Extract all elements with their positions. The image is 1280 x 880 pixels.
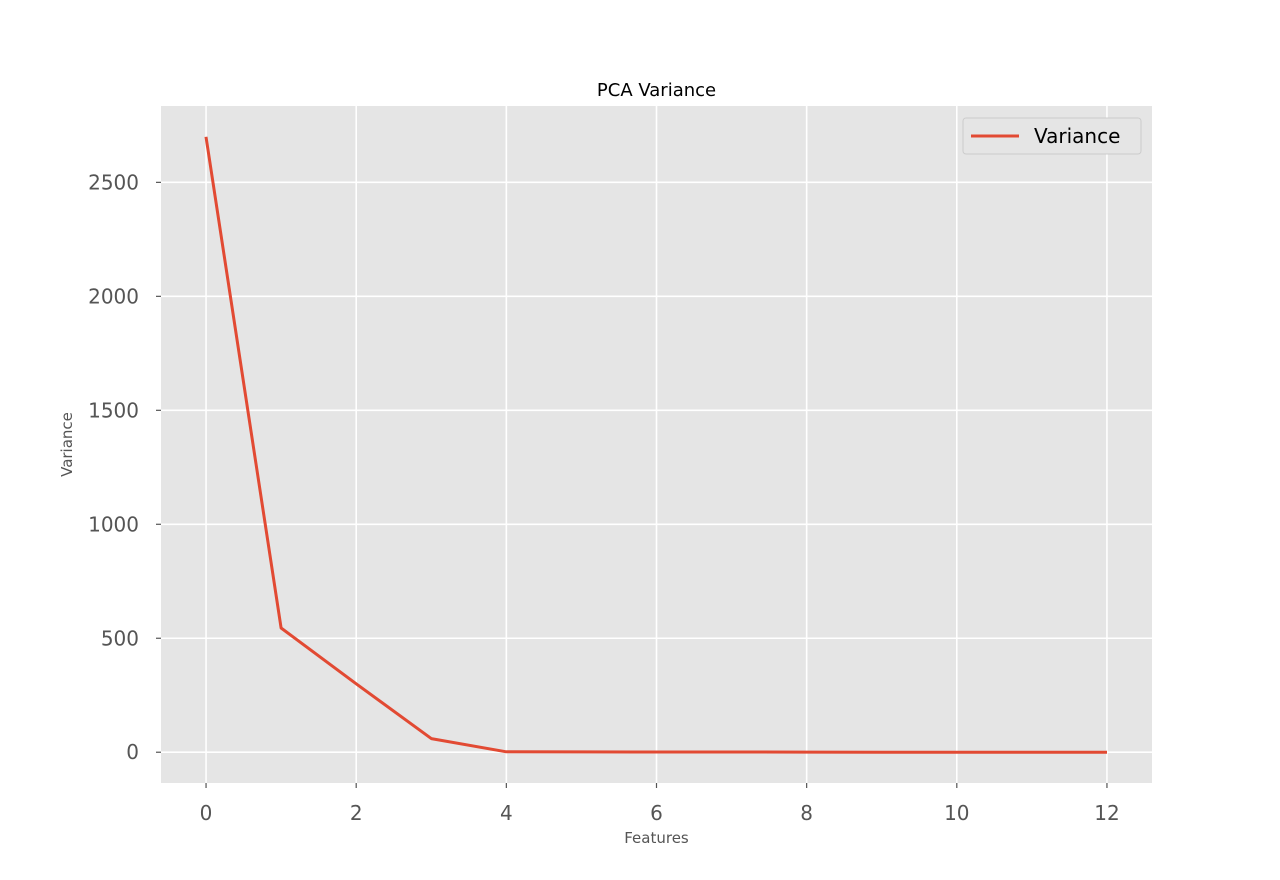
grid [161, 106, 1152, 783]
x-tick-label: 12 [1094, 801, 1119, 825]
chart-title: PCA Variance [597, 80, 716, 101]
series-line-variance [204, 136, 1107, 754]
legend-box [962, 117, 1142, 155]
y-tick-label: 2000 [88, 284, 139, 308]
x-tick-label: 2 [350, 801, 363, 825]
x-tick-label: 6 [650, 801, 663, 825]
legend: Variance [962, 117, 1142, 155]
y-tick-label: 1500 [88, 398, 139, 422]
y-tick-label: 500 [101, 626, 139, 650]
x-tick-label: 4 [500, 801, 513, 825]
x-tick-label: 10 [944, 801, 969, 825]
series-layer [204, 136, 1107, 754]
x-tick-label: 0 [200, 801, 213, 825]
y-tick-label: 1000 [88, 512, 139, 536]
y-tick-label: 2500 [88, 170, 139, 194]
axis-ticks: 0 2 4 6 8 10 12 0 500 1000 1500 2000 2500 [88, 170, 1120, 825]
y-axis-label: Variance [58, 412, 76, 477]
x-tick-label: 8 [800, 801, 813, 825]
y-tick-label: 0 [126, 740, 139, 764]
x-axis-label: Features [624, 829, 689, 847]
legend-label: Variance [1034, 124, 1120, 148]
